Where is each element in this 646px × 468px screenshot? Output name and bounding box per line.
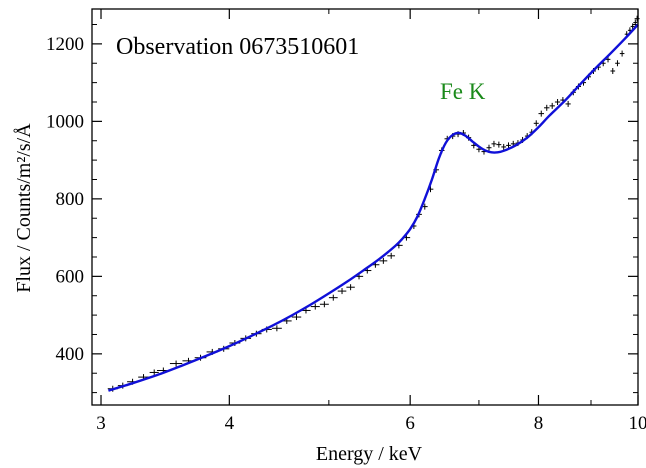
x-tick-label: 3	[96, 413, 106, 434]
data-point	[337, 288, 347, 295]
data-point	[506, 142, 511, 149]
y-tick-label: 800	[56, 189, 85, 210]
data-point	[310, 303, 320, 310]
data-point	[633, 19, 638, 26]
y-tick-label: 1200	[46, 34, 84, 55]
data-point	[615, 60, 620, 67]
data-point	[169, 360, 183, 367]
x-axis-label: Energy / keV	[316, 443, 423, 465]
axis-ticks	[92, 9, 639, 405]
x-tick-label: 6	[405, 413, 415, 434]
fe-k-label: Fe K	[440, 79, 486, 104]
y-tick-label: 1000	[46, 111, 84, 132]
y-tick-label: 600	[56, 266, 85, 287]
x-tick-label: 10	[629, 413, 646, 434]
data-point	[491, 140, 497, 147]
data-point	[387, 252, 396, 259]
data-point	[533, 120, 539, 127]
data-point	[291, 314, 302, 321]
x-tick-label: 8	[534, 413, 544, 434]
data-point	[610, 67, 616, 74]
model-line	[108, 23, 639, 392]
observation-label: Observation 0673510601	[116, 34, 359, 60]
data-point	[565, 100, 571, 107]
x-tick-label: 4	[225, 413, 235, 434]
tick-labels: 3 4 6 8 10 400 600 800 1000 1200	[46, 34, 646, 434]
data-point	[549, 102, 555, 109]
data-point	[544, 104, 550, 111]
data-points	[107, 15, 640, 392]
data-point	[501, 143, 507, 150]
data-point	[619, 50, 625, 57]
data-point	[634, 15, 640, 22]
data-point	[379, 257, 388, 264]
plot-frame	[91, 8, 639, 406]
y-tick-label: 400	[56, 344, 85, 365]
data-point	[496, 141, 502, 148]
data-point	[271, 325, 282, 332]
data-point	[346, 284, 355, 291]
data-point	[538, 110, 545, 117]
data-point	[630, 23, 635, 30]
data-point	[149, 369, 159, 376]
y-axis-label: Flux / Counts/m²/s/Å	[13, 123, 35, 293]
data-point	[486, 144, 492, 151]
data-point	[319, 301, 329, 308]
data-point	[328, 294, 338, 301]
data-point	[554, 98, 561, 105]
